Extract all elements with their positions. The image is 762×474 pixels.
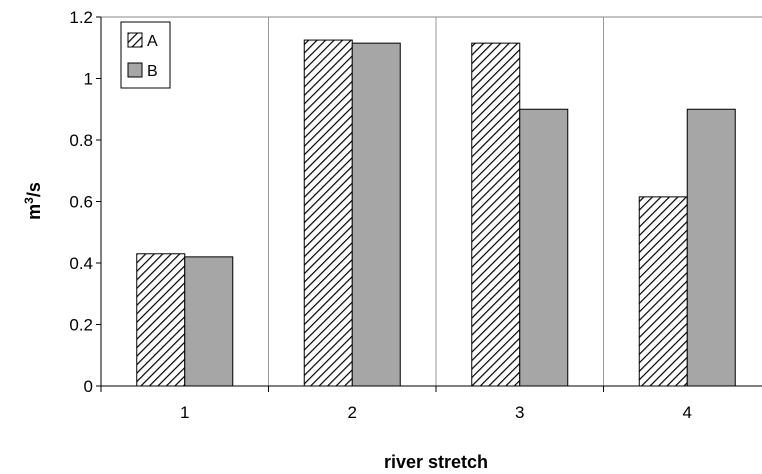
y-ticks: 0 0.2 0.4 0.6 0.8 1 1.2 [69,8,101,396]
bars [136,39,736,387]
x-tick-label: 2 [348,403,357,422]
x-tick-label: 4 [683,403,692,422]
y-tick-label: 0.8 [69,131,93,150]
y-axis-title-sup: 3 [22,197,36,204]
x-ticks: 1 2 3 4 [100,386,692,422]
legend-label-b: B [147,63,158,80]
bar-a-1 [136,253,186,387]
y-tick-label: 0 [84,377,93,396]
y-tick-label: 0.2 [69,316,93,335]
bar-a-4 [638,196,688,387]
x-tick-label: 3 [515,403,524,422]
y-axis-title-base: m [24,204,44,220]
bar-b-1 [184,256,234,387]
y-axis-title-rest: /s [24,182,44,197]
bar-a-3 [471,42,521,387]
gridlines [268,17,604,386]
legend-label-a: A [147,33,158,50]
y-tick-label: 1 [84,70,93,89]
y-tick-label: 0.6 [69,193,93,212]
bar-b-3 [519,108,569,387]
bar-a-2 [303,39,353,387]
x-tick-label: 1 [180,403,189,422]
y-tick-label: 1.2 [69,8,93,27]
legend-swatch-a [127,32,143,48]
bar-b-2 [351,42,401,387]
x-axis-title: river stretch [384,452,488,472]
legend: A B [120,21,171,89]
bar-b-4 [686,108,736,387]
legend-swatch-b [127,62,143,78]
y-tick-label: 0.4 [69,254,93,273]
legend-box [120,21,171,89]
y-axis-title: m3/s [22,182,44,220]
